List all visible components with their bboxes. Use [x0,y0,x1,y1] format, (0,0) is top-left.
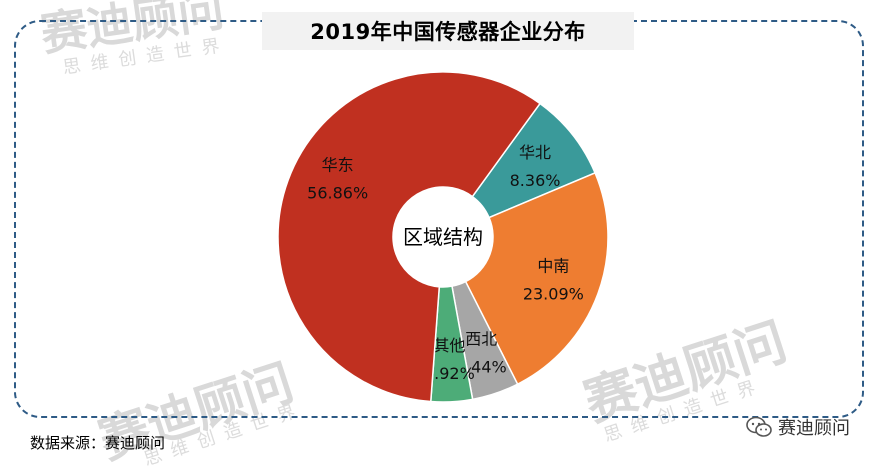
slice-label-0: 华北 [519,143,551,162]
slice-label-1: 中南 [537,256,569,275]
slice-label-3: 其他 [433,336,465,355]
brand-badge: 赛迪顾问 [746,414,850,440]
chart-title: 2019年中国传感器企业分布 [310,20,586,44]
slice-value-2: 4.44% [456,358,507,377]
slice-value-1: 23.09% [523,284,584,303]
donut-hole [393,187,493,287]
data-source-note: 数据来源：赛迪顾问 [30,434,166,452]
donut-chart: 华北 8.36% 中南 23.09% 西北 4.44% 其他 3.92% 华东 56.86% 区域结… [277,71,609,403]
slice-value-4: 56.86% [307,184,368,203]
title-box: 2019年中国传感器企业分布 [262,12,634,50]
slice-value-0: 8.36% [510,171,561,190]
slice-value-3: 3.92% [424,364,475,383]
donut-center-label: 区域结构 [403,225,483,249]
slice-label-2: 西北 [465,330,497,349]
wechat-icon [746,416,772,437]
slice-label-4: 华东 [322,156,354,175]
brand-name: 赛迪顾问 [778,418,850,439]
